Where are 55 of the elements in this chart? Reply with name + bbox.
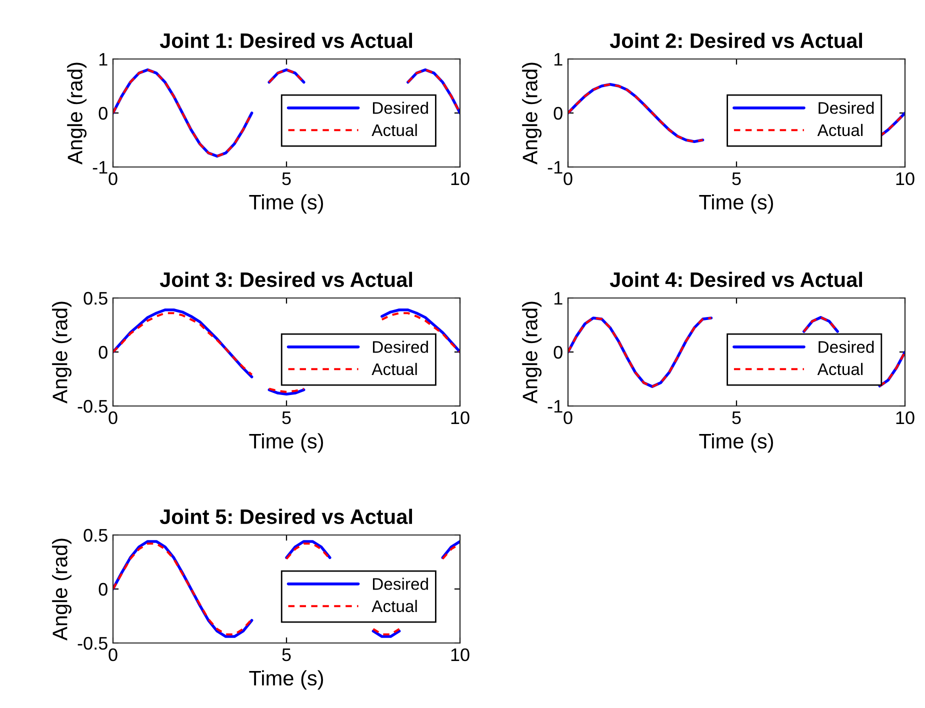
x-axis-title: Time (s) bbox=[249, 670, 324, 690]
x-axis-title: Time (s) bbox=[699, 433, 774, 453]
x-tick-label: 10 bbox=[451, 172, 470, 186]
x-tick-label: 0 bbox=[108, 172, 118, 186]
chart-title: Joint 3: Desired vs Actual bbox=[160, 272, 412, 288]
x-tick-label: 10 bbox=[451, 411, 470, 424]
y-tick-label: 0.5 bbox=[84, 528, 108, 542]
x-tick-label: 0 bbox=[108, 411, 118, 424]
x-tick-label: 5 bbox=[282, 412, 291, 424]
y-axis-title: Angle (rad) bbox=[522, 302, 542, 404]
y-tick-label: 1 bbox=[554, 292, 562, 305]
y-tick-label: 0 bbox=[554, 106, 562, 120]
y-tick-label: -0.5 bbox=[78, 636, 108, 650]
legend-label: Desired bbox=[372, 578, 428, 590]
x-axis-title: Time (s) bbox=[249, 194, 324, 214]
x-tick-label: 5 bbox=[732, 172, 741, 186]
legend-label: Desired bbox=[818, 102, 874, 114]
legend-label: Actual bbox=[372, 362, 417, 376]
x-tick-label: 5 bbox=[282, 172, 291, 186]
chart-title: Joint 1: Desired vs Actual bbox=[160, 32, 412, 48]
legend-label: Actual bbox=[372, 600, 417, 612]
x-axis-title: Time (s) bbox=[699, 194, 774, 214]
legend-label: Actual bbox=[372, 124, 417, 136]
chart-title: Joint 2: Desired vs Actual bbox=[610, 32, 862, 48]
y-axis-title: Angle (rad) bbox=[52, 302, 72, 404]
x-tick-label: 10 bbox=[896, 172, 914, 186]
y-axis-title: Angle (rad) bbox=[522, 62, 542, 164]
x-tick-label: 5 bbox=[732, 412, 741, 424]
y-tick-label: 0 bbox=[98, 106, 108, 120]
y-tick-label: 0 bbox=[98, 582, 108, 596]
y-tick-label: -1 bbox=[548, 161, 562, 174]
x-tick-label: 0 bbox=[564, 172, 572, 186]
legend-label: Actual bbox=[817, 124, 863, 136]
legend-label: Desired bbox=[372, 102, 428, 114]
legend-label: Actual bbox=[817, 362, 863, 376]
y-axis-title: Angle (rad) bbox=[52, 538, 72, 640]
y-tick-label: 1 bbox=[554, 53, 562, 66]
y-tick-label: 0.5 bbox=[84, 292, 108, 305]
x-tick-label: 10 bbox=[896, 411, 914, 424]
x-tick-label: 0 bbox=[108, 648, 118, 662]
y-tick-label: 1 bbox=[99, 53, 108, 66]
y-tick-label: -0.5 bbox=[78, 400, 108, 413]
y-tick-label: -1 bbox=[548, 400, 562, 413]
y-axis-title: Angle (rad) bbox=[67, 62, 87, 164]
y-tick-label: 0 bbox=[98, 346, 108, 359]
legend-label: Desired bbox=[372, 340, 428, 353]
x-axis-title: Time (s) bbox=[249, 433, 324, 453]
chart-title: Joint 4: Desired vs Actual bbox=[610, 272, 862, 288]
x-tick-label: 10 bbox=[451, 648, 470, 662]
y-tick-label: -1 bbox=[92, 161, 108, 174]
y-tick-label: 0 bbox=[554, 346, 562, 359]
legend-label: Desired bbox=[818, 340, 874, 353]
chart-title: Joint 5: Desired vs Actual bbox=[160, 508, 412, 524]
x-tick-label: 5 bbox=[282, 648, 291, 662]
x-tick-label: 0 bbox=[564, 411, 572, 424]
